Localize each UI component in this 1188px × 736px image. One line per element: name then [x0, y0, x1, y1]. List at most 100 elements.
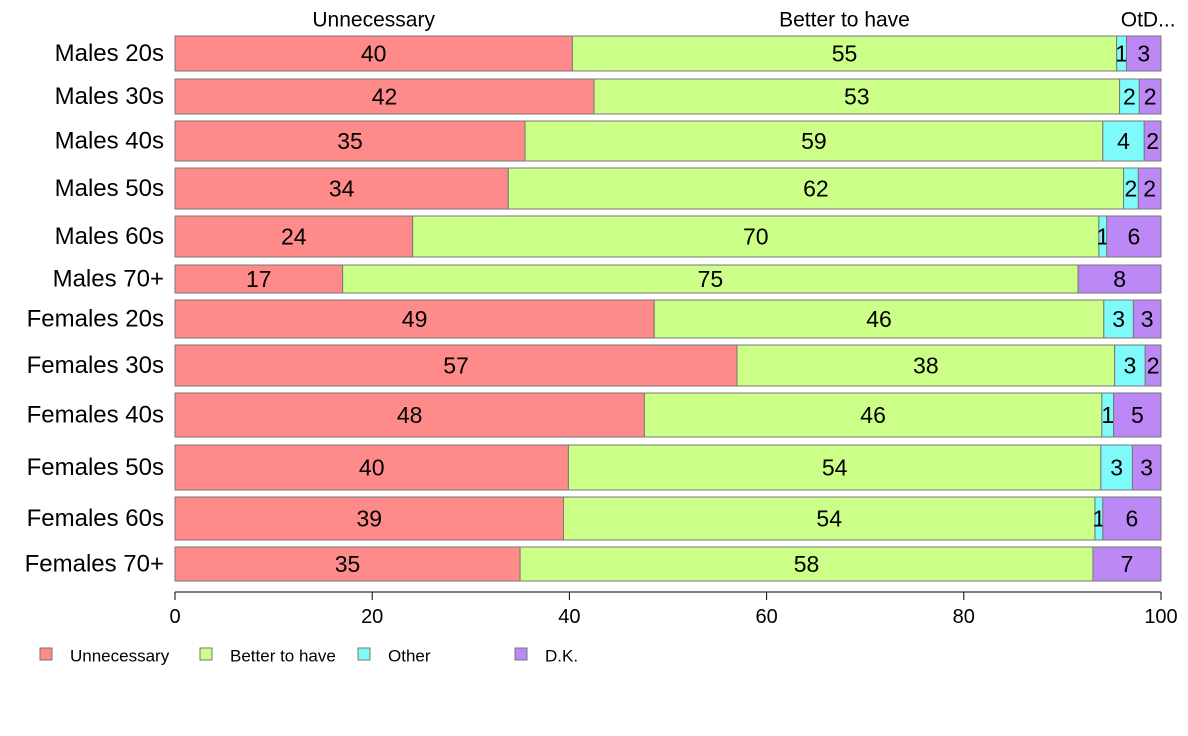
bar-segment-d-k	[1143, 120, 1162, 162]
x-tick-label: 40	[558, 606, 580, 628]
row-label: Females 40s	[27, 402, 164, 429]
x-tick-label: 0	[169, 606, 180, 628]
bar-value-label: 48	[397, 402, 423, 428]
bar-segment-better-to-have	[562, 496, 1096, 541]
bar-value-label: 1	[1115, 41, 1128, 67]
bar-value-label: 49	[402, 306, 428, 332]
column-header-label: Unnecessary	[312, 9, 435, 32]
row-label: Males 50s	[55, 175, 164, 202]
row-label: Females 50s	[27, 454, 164, 481]
bar-value-label: 2	[1143, 176, 1156, 202]
bar-value-label: 39	[356, 506, 382, 532]
legend-swatch	[199, 647, 213, 661]
x-tick-label: 20	[361, 606, 383, 628]
row-label: Females 60s	[27, 505, 164, 532]
x-tick-label: 80	[953, 606, 975, 628]
bar-row: Females 70+ 35 58 7	[25, 546, 1162, 582]
bar-value-label: 3	[1141, 306, 1154, 332]
row-label: Males 70+	[53, 266, 164, 293]
bar-segment-unnecessary	[174, 299, 655, 339]
bar-segment-better-to-have	[412, 215, 1100, 258]
bar-value-label: 3	[1110, 455, 1123, 481]
column-labels: Unnecessary Better to have OtD...	[312, 9, 1175, 32]
bar-value-label: 3	[1112, 306, 1125, 332]
legend-swatch	[357, 647, 371, 661]
bar-value-label: 62	[803, 176, 829, 202]
bar-value-label: 3	[1137, 41, 1150, 67]
legend-item: D.K.	[514, 647, 578, 666]
bar-segment-better-to-have	[653, 299, 1105, 339]
bar-segment-better-to-have	[736, 344, 1116, 387]
bar-segment-other	[1100, 444, 1133, 491]
bar-value-label: 1	[1092, 506, 1105, 532]
bar-segment-d-k	[1125, 35, 1162, 72]
bar-value-label: 7	[1121, 551, 1134, 577]
bar-segment-d-k	[1106, 215, 1162, 258]
bar-value-label: 75	[698, 266, 724, 292]
row-label: Males 40s	[55, 128, 164, 155]
bar-value-label: 46	[866, 306, 892, 332]
bar-segment-unnecessary	[174, 215, 414, 258]
legend-item: Other	[357, 647, 431, 666]
bar-segment-better-to-have	[519, 546, 1094, 582]
bar-value-label: 6	[1127, 224, 1140, 250]
x-tick-label: 100	[1144, 606, 1177, 628]
bar-segment-d-k	[1131, 444, 1162, 491]
column-header-label: OtD...	[1121, 9, 1176, 32]
bar-value-label: 54	[822, 455, 848, 481]
bar-value-label: 46	[860, 402, 886, 428]
bar-segment-better-to-have	[567, 444, 1102, 491]
bar-value-label: 53	[844, 84, 870, 110]
bar-value-label: 40	[359, 455, 385, 481]
bar-segment-d-k	[1092, 546, 1162, 582]
legend-label: Other	[388, 647, 431, 666]
row-label: Females 20s	[27, 306, 164, 333]
bar-segment-better-to-have	[593, 78, 1121, 115]
bar-value-label: 2	[1123, 84, 1136, 110]
bar-row: Males 20s 40 55 1 3	[55, 35, 1162, 72]
bar-segment-d-k	[1144, 344, 1162, 387]
bar-segment-unnecessary	[174, 264, 344, 294]
bar-segment-d-k	[1138, 78, 1162, 115]
column-header-label: Better to have	[779, 9, 910, 32]
bar-segment-better-to-have	[571, 35, 1118, 72]
legend-item: Better to have	[199, 647, 336, 666]
bar-segment-other	[1102, 120, 1145, 162]
bar-segment-unnecessary	[174, 496, 564, 541]
legend-swatch	[39, 647, 53, 661]
bar-segment-better-to-have	[342, 264, 1079, 294]
bar-value-label: 54	[816, 506, 842, 532]
bar-value-label: 57	[443, 353, 469, 379]
bar-value-label: 70	[743, 224, 769, 250]
bar-segment-unnecessary	[174, 444, 569, 491]
bar-row: Females 30s 57 38 3 2	[27, 344, 1162, 387]
row-label: Females 30s	[27, 352, 164, 379]
bar-value-label: 59	[801, 128, 827, 154]
bar-row: Males 60s 24 70 1 6	[55, 215, 1162, 258]
bar-row: Males 70+ 17 75 8	[53, 264, 1162, 294]
row-label: Males 20s	[55, 40, 164, 67]
bar-segment-unnecessary	[174, 35, 573, 72]
bar-row: Females 50s 40 54 3 3	[27, 444, 1162, 491]
bar-value-label: 2	[1146, 128, 1159, 154]
legend-label: D.K.	[545, 647, 578, 666]
bar-segment-unnecessary	[174, 392, 645, 438]
legend-label: Better to have	[230, 647, 336, 666]
legend-item: Unnecessary	[39, 647, 170, 666]
bar-row: Males 30s 42 53 2 2	[55, 78, 1162, 115]
bar-value-label: 35	[337, 128, 363, 154]
bar-value-label: 6	[1126, 506, 1139, 532]
bar-value-label: 17	[246, 266, 272, 292]
bar-segment-better-to-have	[643, 392, 1103, 438]
legend-label: Unnecessary	[70, 647, 170, 666]
bar-value-label: 1	[1096, 224, 1109, 250]
bar-value-label: 2	[1125, 176, 1138, 202]
bar-row: Males 50s 34 62 2 2	[55, 167, 1162, 210]
row-label: Males 30s	[55, 83, 164, 110]
bar-row: Females 60s 39 54 1 6	[27, 496, 1162, 541]
bar-value-label: 34	[329, 176, 355, 202]
row-label: Females 70+	[25, 551, 164, 578]
bar-segment-d-k	[1077, 264, 1162, 294]
bar-value-label: 38	[913, 353, 939, 379]
row-label: Males 60s	[55, 223, 164, 250]
